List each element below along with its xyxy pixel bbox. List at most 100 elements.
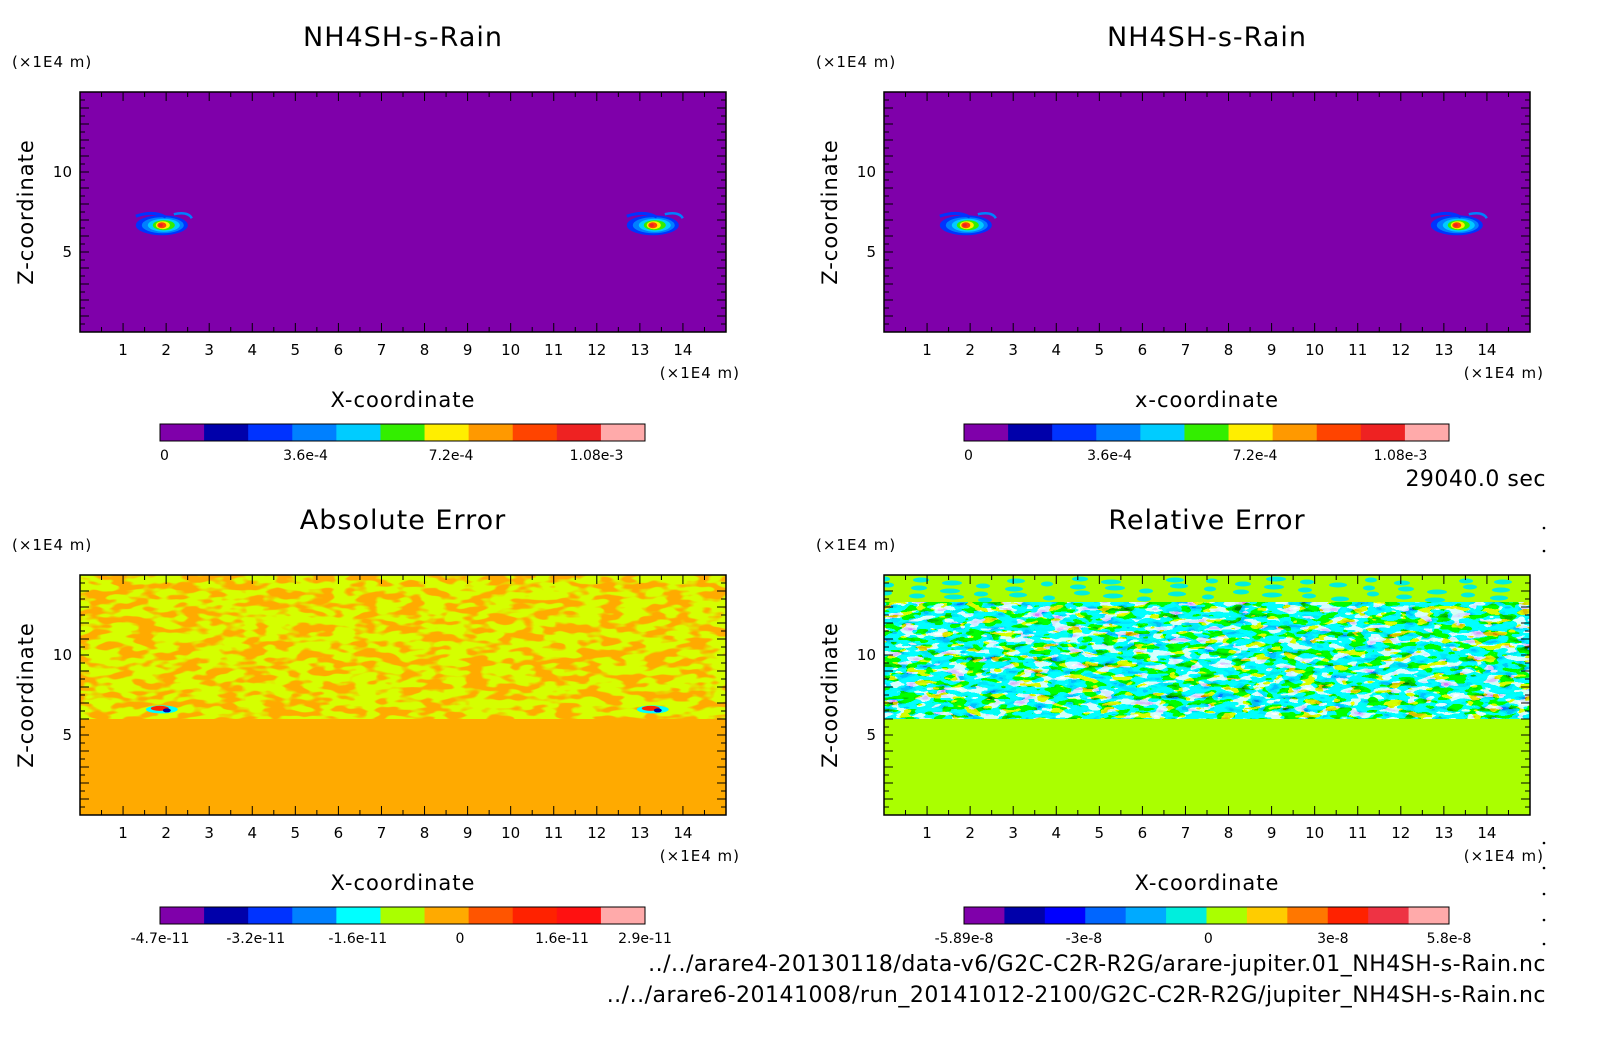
colorbar-tick-label: 2.9e-11 [618, 931, 672, 947]
panel-title: Relative Error [1108, 505, 1305, 536]
x-tick-label: 12 [1391, 341, 1410, 359]
colorbar-swatch [556, 424, 602, 441]
x-unit-label: (×1E4 m) [660, 364, 740, 382]
colorbar-swatch [512, 424, 558, 441]
y-axis-label: Z-coordinate [818, 139, 842, 285]
colorbar-swatch [1096, 424, 1141, 441]
x-tick-label: 1 [118, 341, 128, 359]
x-tick-label: 3 [204, 341, 214, 359]
y-tick-label: 5 [62, 243, 72, 261]
colorbar-frame [159, 906, 646, 925]
x-tick-label: 5 [1095, 341, 1105, 359]
colorbar-swatch [600, 907, 646, 924]
y-unit-label: (×1E4 m) [816, 53, 896, 71]
x-tick-label: 4 [247, 341, 257, 359]
colorbar-swatch [336, 424, 381, 441]
time-stamp: 29040.0 sec [1405, 467, 1546, 492]
colorbar-tick-label: 0 [455, 931, 464, 947]
colorbar-swatch [1327, 907, 1369, 924]
colorbar-tick-label: 3.6e-4 [283, 448, 328, 464]
x-tick-label: 4 [1051, 824, 1061, 842]
y-tick-label: 10 [857, 163, 876, 181]
colorbar-tick-label: -5.89e-8 [935, 931, 994, 947]
colorbar-frame [963, 906, 1450, 925]
colorbar-swatch [204, 424, 249, 441]
continuation-dots [1542, 526, 1546, 946]
colorbar-tick-label: 5.8e-8 [1427, 931, 1472, 947]
x-tick-label: 14 [1477, 341, 1496, 359]
colorbar: -5.89e-8 -3e-8 0 3e-8 5.8e-8 [935, 906, 1472, 947]
x-tick-label: 4 [1051, 341, 1061, 359]
colorbar-swatch [556, 907, 602, 924]
x-tick-label: 3 [1008, 824, 1018, 842]
y-axis-label: Z-coordinate [818, 622, 842, 768]
y-unit-label: (×1E4 m) [12, 536, 92, 554]
x-tick-label: 5 [1095, 824, 1105, 842]
x-tick-label: 8 [1224, 341, 1234, 359]
x-tick-label: 6 [1138, 824, 1148, 842]
colorbar-swatch [600, 424, 646, 441]
x-tick-label: 11 [544, 341, 563, 359]
colorbar-swatch [1246, 907, 1288, 924]
x-tick-label: 2 [965, 341, 975, 359]
x-tick-label: 2 [965, 824, 975, 842]
x-tick-label: 5 [291, 824, 301, 842]
x-axis-label: x-coordinate [1135, 388, 1279, 412]
x-tick-label: 14 [1477, 824, 1496, 842]
x-unit-label: (×1E4 m) [1464, 364, 1544, 382]
colorbar-swatch [1228, 424, 1274, 441]
colorbar-swatch [1287, 907, 1329, 924]
file-path-1: ../../arare4-20130118/data-v6/G2C-C2R-R2… [648, 952, 1546, 977]
x-tick-label: 10 [1305, 341, 1324, 359]
colorbar-tick-label: -3e-8 [1066, 931, 1103, 947]
colorbar: 0 3.6e-4 7.2e-4 1.08e-3 [963, 423, 1450, 464]
x-axis-label: X-coordinate [331, 871, 476, 895]
colorbar-swatch [424, 907, 470, 924]
x-tick-label: 7 [377, 824, 387, 842]
colorbar-swatch [1008, 424, 1053, 441]
x-axis-label: X-coordinate [1135, 871, 1280, 895]
colorbar-tick-label: 0 [160, 448, 169, 464]
colorbar-swatch [204, 907, 249, 924]
colorbar-tick-label: 3.6e-4 [1087, 448, 1132, 464]
colorbar-swatch [1052, 424, 1097, 441]
colorbar-swatch [1368, 907, 1410, 924]
x-tick-label: 14 [673, 341, 692, 359]
colorbar-tick-label: 1.6e-11 [535, 931, 589, 947]
colorbar-swatch [424, 424, 470, 441]
colorbar-swatch [248, 424, 293, 441]
colorbar-swatch [380, 907, 426, 924]
x-tick-label: 13 [1434, 341, 1453, 359]
x-tick-label: 1 [118, 824, 128, 842]
colorbar-swatch [248, 907, 293, 924]
colorbar-swatch [964, 424, 1009, 441]
colorbar-swatch [1360, 424, 1406, 441]
x-axis-label: X-coordinate [331, 388, 476, 412]
x-tick-label: 6 [1138, 341, 1148, 359]
x-tick-label: 7 [1181, 824, 1191, 842]
rain-blob [626, 211, 684, 236]
x-tick-label: 4 [247, 824, 257, 842]
field-background [80, 92, 726, 332]
colorbar-swatch [1272, 424, 1318, 441]
y-tick-label: 5 [62, 726, 72, 744]
colorbar-swatch [1125, 907, 1167, 924]
error-blob [636, 705, 669, 714]
colorbar-tick-label: 7.2e-4 [429, 448, 474, 464]
plot-field [80, 92, 726, 332]
colorbar-tick-label: -3.2e-11 [226, 931, 285, 947]
colorbar-swatch [1184, 424, 1230, 441]
x-tick-label: 6 [334, 824, 344, 842]
colorbar-swatch [468, 907, 514, 924]
x-tick-label: 14 [673, 824, 692, 842]
y-axis-label: Z-coordinate [14, 622, 38, 768]
colorbar-swatch [964, 907, 1005, 924]
colorbar-tick-label: 0 [964, 448, 973, 464]
colorbar-swatch [1004, 907, 1046, 924]
colorbar-swatch [1404, 424, 1450, 441]
top-speckle [884, 576, 1512, 603]
